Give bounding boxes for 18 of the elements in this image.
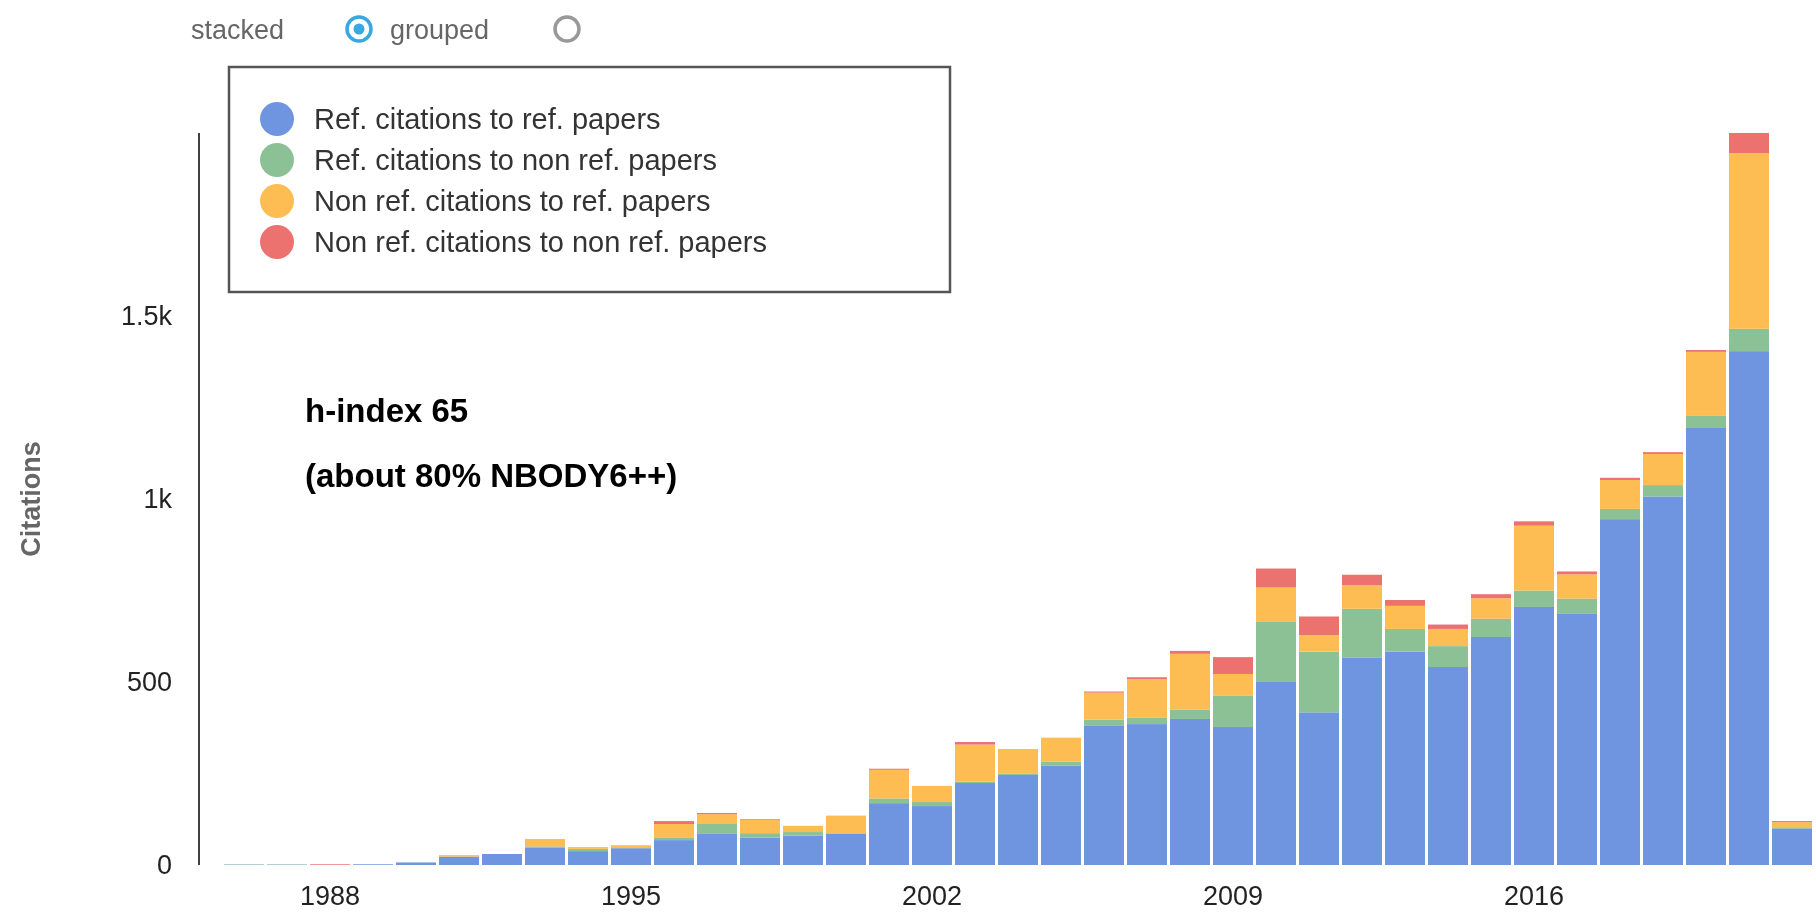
y-tick-label: 1k (143, 484, 173, 515)
annotation: h-index 65 (305, 392, 469, 429)
legend-label: Non ref. citations to ref. papers (314, 185, 711, 218)
text: stacked (191, 15, 285, 45)
annotation: (about 80% NBODY6++) (305, 457, 678, 494)
x-tick-label: 2016 (1503, 881, 1565, 911)
legend-label: Non ref. citations to non ref. papers (314, 226, 767, 259)
x-tick-label: 2002 (901, 881, 963, 911)
y-tick-label: 500 (126, 667, 172, 698)
y-axis-title: Citations (16, 441, 46, 557)
x-tick-label: 2009 (1202, 881, 1264, 911)
legend-label: Ref. citations to non ref. papers (314, 144, 717, 177)
x-tick-label: 1995 (600, 881, 662, 911)
x-tick-label: 1988 (299, 881, 361, 911)
text: grouped (390, 15, 490, 45)
legend-label: Ref. citations to ref. papers (314, 103, 661, 136)
y-tick-label: 0 (156, 850, 172, 881)
y-tick-label: 1.5k (120, 301, 173, 332)
